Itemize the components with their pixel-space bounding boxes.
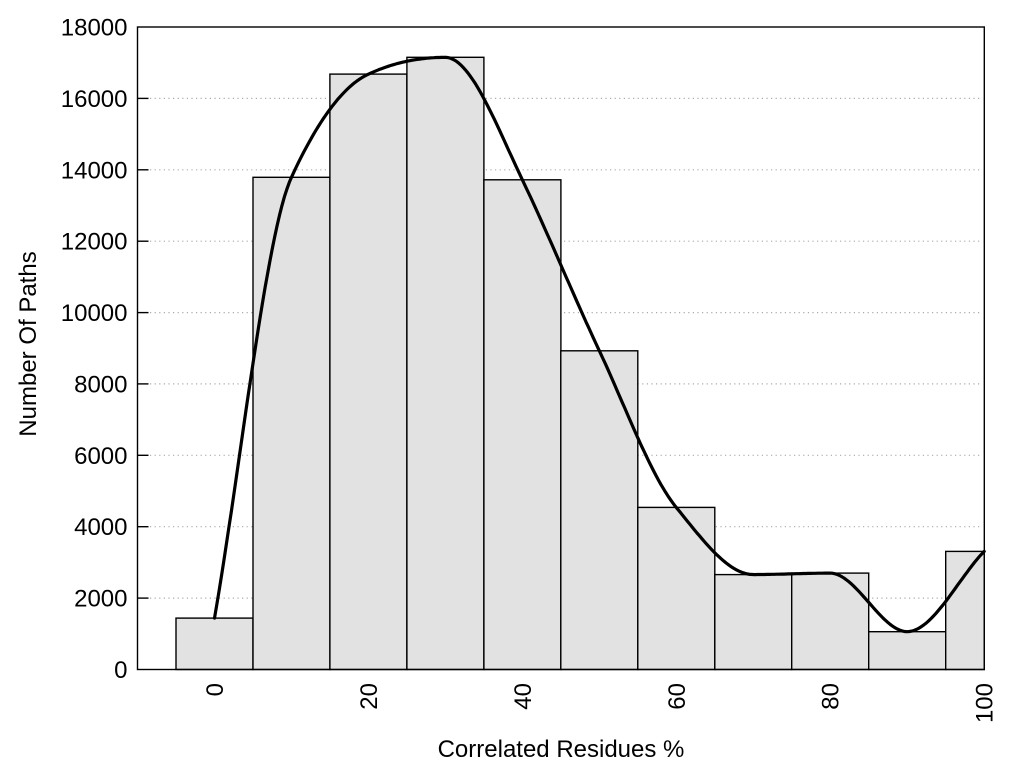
- svg-text:2000: 2000: [74, 586, 127, 613]
- svg-text:20: 20: [356, 683, 383, 710]
- svg-text:18000: 18000: [61, 15, 128, 42]
- svg-text:6000: 6000: [74, 443, 127, 470]
- svg-text:4000: 4000: [74, 514, 127, 541]
- svg-text:14000: 14000: [61, 157, 128, 184]
- svg-text:Number Of Paths: Number Of Paths: [15, 251, 42, 436]
- svg-text:12000: 12000: [61, 229, 128, 256]
- svg-text:10000: 10000: [61, 300, 128, 327]
- svg-text:8000: 8000: [74, 371, 127, 398]
- svg-text:60: 60: [664, 683, 691, 710]
- svg-text:40: 40: [510, 683, 537, 710]
- svg-text:16000: 16000: [61, 86, 128, 113]
- svg-text:0: 0: [114, 657, 127, 684]
- svg-text:0: 0: [202, 683, 229, 696]
- svg-text:Correlated Residues %: Correlated Residues %: [438, 736, 685, 763]
- svg-text:100: 100: [972, 683, 999, 723]
- svg-text:80: 80: [818, 683, 845, 710]
